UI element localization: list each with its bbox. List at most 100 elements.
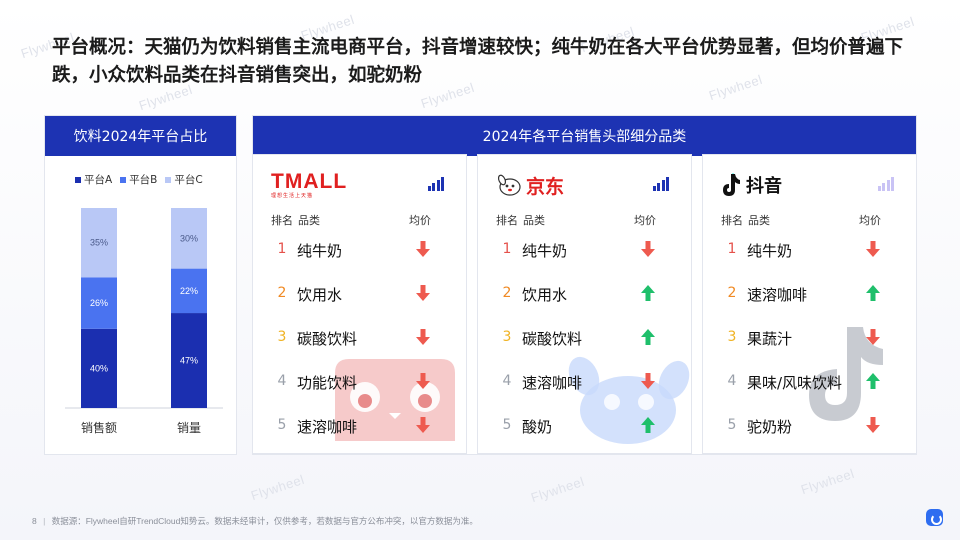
category-name: 功能饮料 bbox=[297, 374, 358, 392]
category-name: 碳酸饮料 bbox=[522, 330, 583, 348]
arrow-up-icon bbox=[641, 417, 655, 433]
douyin-note-icon bbox=[809, 327, 883, 421]
legend-swatch-c bbox=[165, 176, 172, 183]
arrow-down-icon bbox=[416, 329, 430, 345]
category-row: 4 速溶咖啡 bbox=[500, 371, 680, 395]
col-rank: 排名 bbox=[271, 214, 293, 227]
category-row: 5 酸奶 bbox=[500, 415, 680, 439]
rank-number: 5 bbox=[277, 417, 287, 433]
col-category: 品类 bbox=[523, 214, 545, 227]
watermark: Flywheel bbox=[249, 471, 307, 504]
rank-number: 4 bbox=[502, 373, 512, 389]
footer-source: 数据源：Flywheel自研TrendCloud知势云。数据未经审计，仅供参考，… bbox=[51, 516, 478, 526]
watermark: Flywheel bbox=[529, 473, 587, 506]
category-name: 纯牛奶 bbox=[522, 242, 568, 260]
legend-item-a: 平台A bbox=[75, 172, 112, 187]
arrow-down-icon bbox=[866, 329, 880, 345]
watermark: Flywheel bbox=[799, 465, 857, 498]
page-title: 平台概况：天猫仍为饮料销售主流电商平台，抖音增速较快；纯牛奶在各大平台优势显著，… bbox=[52, 37, 904, 86]
chart-legend: 平台A 平台B 平台C bbox=[75, 172, 203, 187]
category-row: 1 纯牛奶 bbox=[500, 239, 680, 263]
legend-swatch-b bbox=[120, 176, 127, 183]
rank-number: 4 bbox=[277, 373, 287, 389]
platform-share-header: 饮料2024年平台占比 bbox=[45, 116, 236, 156]
col-category: 品类 bbox=[298, 214, 320, 227]
bar-segment bbox=[81, 277, 117, 329]
jd-logo: 京东 bbox=[496, 169, 564, 201]
tmall-logo-text: TMALL bbox=[271, 170, 348, 193]
category-name: 酸奶 bbox=[522, 418, 553, 436]
jd-logo-text: 京东 bbox=[526, 175, 565, 198]
legend-label-a: 平台A bbox=[84, 174, 113, 186]
rank-number: 1 bbox=[277, 241, 287, 257]
category-row: 3 果蔬汁 bbox=[725, 327, 905, 351]
rank-number: 3 bbox=[727, 329, 737, 345]
flywheel-logo-icon bbox=[926, 509, 943, 526]
douyin-logo-icon bbox=[723, 173, 740, 196]
data-label: 30% bbox=[180, 233, 198, 243]
rank-number: 1 bbox=[502, 241, 512, 257]
category-name: 饮用水 bbox=[297, 286, 343, 304]
arrow-down-icon bbox=[866, 417, 880, 433]
stacked-bar-chart: 40% 26% 35% 销售额 47% 22% 30% 销量 bbox=[65, 208, 223, 435]
bar-segment bbox=[171, 313, 207, 408]
bar-segment bbox=[171, 268, 207, 314]
data-label: 47% bbox=[180, 356, 198, 366]
douyin-logo: 抖音 bbox=[721, 169, 782, 201]
rank-number: 3 bbox=[502, 329, 512, 345]
legend-item-c: 平台C bbox=[165, 172, 203, 187]
bar-segment bbox=[81, 328, 117, 408]
bar-segment bbox=[81, 208, 117, 278]
arrow-up-icon bbox=[866, 373, 880, 389]
data-label: 35% bbox=[90, 238, 108, 248]
rank-number: 4 bbox=[727, 373, 737, 389]
signal-bars-icon bbox=[877, 177, 894, 191]
category-row: 2 饮用水 bbox=[500, 283, 680, 307]
signal-bars-icon bbox=[652, 177, 669, 191]
arrow-down-icon bbox=[416, 241, 430, 257]
category-name: 果味/风味饮料 bbox=[747, 374, 843, 392]
category-row: 1 纯牛奶 bbox=[275, 239, 455, 263]
category-row: 2 速溶咖啡 bbox=[725, 283, 905, 307]
legend-label-c: 平台C bbox=[174, 174, 203, 186]
rank-number: 2 bbox=[502, 285, 512, 301]
arrow-down-icon bbox=[641, 373, 655, 389]
category-name: 驼奶粉 bbox=[747, 418, 793, 436]
legend-item-b: 平台B bbox=[120, 172, 157, 187]
category-name: 纯牛奶 bbox=[297, 242, 343, 260]
arrow-down-icon bbox=[416, 373, 430, 389]
category-label: 销售额 bbox=[81, 420, 117, 435]
col-rank: 排名 bbox=[496, 214, 518, 227]
col-price: 均价 bbox=[859, 214, 881, 227]
category-row: 5 驼奶粉 bbox=[725, 415, 905, 439]
rank-number: 5 bbox=[727, 417, 737, 433]
tmall-logo-subtext: 理想生活上天猫 bbox=[271, 193, 314, 199]
arrow-up-icon bbox=[866, 285, 880, 301]
category-row: 3 碳酸饮料 bbox=[275, 327, 455, 351]
douyin-logo-text: 抖音 bbox=[746, 176, 782, 197]
category-name: 速溶咖啡 bbox=[522, 374, 583, 392]
arrow-down-icon bbox=[641, 241, 655, 257]
platform-card-douyin: 抖音 排名 品类 均价 1 纯牛奶 2 速溶咖啡 3 果蔬汁 4 果味/风味饮料 5 驼奶粉 bbox=[702, 154, 917, 454]
rank-number: 3 bbox=[277, 329, 287, 345]
platform-card-tmall: TMALL 理想生活上天猫 排名 品类 均价 1 纯牛奶 2 饮用水 3 碳酸饮料 4 功能饮… bbox=[252, 154, 467, 454]
category-row: 1 纯牛奶 bbox=[725, 239, 905, 263]
data-label: 22% bbox=[180, 286, 198, 296]
category-row: 4 果味/风味饮料 bbox=[725, 371, 905, 395]
col-rank: 排名 bbox=[721, 214, 743, 227]
legend-label-b: 平台B bbox=[129, 174, 158, 186]
category-row: 3 碳酸饮料 bbox=[500, 327, 680, 351]
arrow-down-icon bbox=[416, 285, 430, 301]
bar-segment bbox=[171, 208, 207, 269]
rank-number: 2 bbox=[727, 285, 737, 301]
arrow-up-icon bbox=[641, 285, 655, 301]
category-name: 纯牛奶 bbox=[747, 242, 793, 260]
col-category: 品类 bbox=[748, 214, 770, 227]
rank-number: 2 bbox=[277, 285, 287, 301]
platform-card-jd: 京东 排名 品类 均价 1 纯牛奶 2 饮用水 3 碳酸饮料 4 速溶咖啡 5 酸奶 bbox=[477, 154, 692, 454]
col-price: 均价 bbox=[634, 214, 656, 227]
legend-swatch-a bbox=[75, 176, 81, 183]
page-number: 8 bbox=[32, 516, 37, 526]
category-name: 速溶咖啡 bbox=[747, 286, 808, 304]
footer: 8 | 数据源：Flywheel自研TrendCloud知势云。数据未经审计，仅… bbox=[32, 516, 478, 526]
